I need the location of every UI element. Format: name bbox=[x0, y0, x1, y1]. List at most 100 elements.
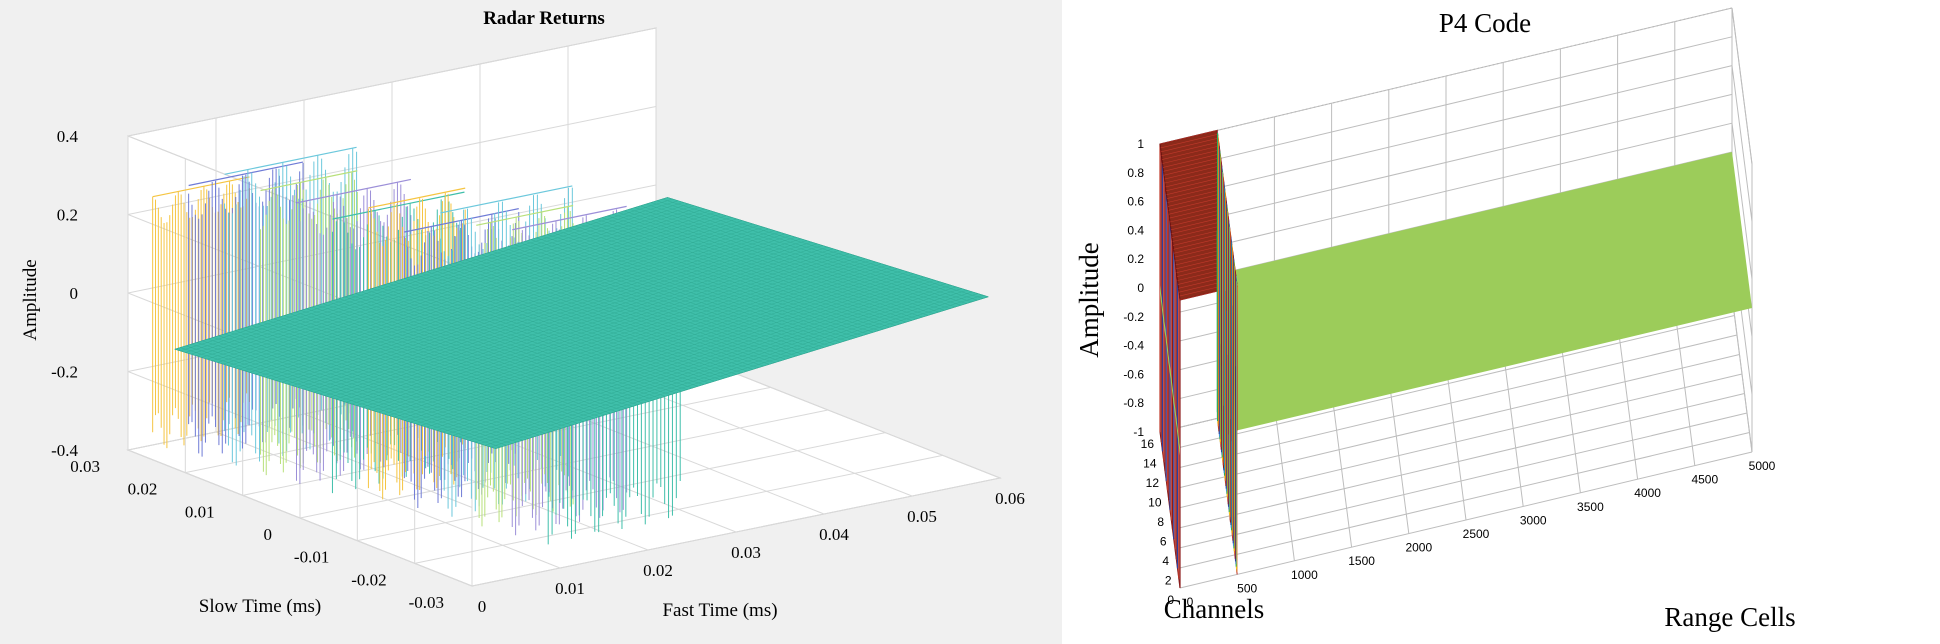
mesh-line bbox=[650, 202, 973, 303]
x-tick-label: 0.02 bbox=[643, 561, 673, 580]
x-tick-label: 0.03 bbox=[731, 543, 761, 562]
mesh-line bbox=[344, 296, 666, 397]
top-line bbox=[1168, 200, 1227, 215]
grid-line bbox=[414, 454, 943, 564]
top-line bbox=[1162, 153, 1221, 168]
mesh-line bbox=[284, 315, 606, 416]
mesh-line bbox=[371, 288, 693, 389]
y-tick-label: -0.03 bbox=[409, 593, 444, 612]
top-line bbox=[1167, 192, 1226, 207]
mesh-line bbox=[256, 323, 578, 424]
z-tick-label: 0.2 bbox=[1127, 252, 1144, 266]
mesh-line bbox=[629, 209, 951, 309]
z-tick-label: -1 bbox=[1133, 425, 1144, 439]
mesh-line bbox=[557, 230, 880, 331]
top-line bbox=[1164, 165, 1222, 180]
mesh-line bbox=[667, 197, 989, 298]
mesh-line bbox=[519, 242, 841, 343]
mesh-line bbox=[612, 214, 934, 314]
y-tick-label: 8 bbox=[1157, 515, 1164, 529]
mesh-line bbox=[525, 241, 847, 341]
z-tick-label: -0.2 bbox=[1123, 310, 1144, 324]
mesh-line bbox=[574, 225, 896, 326]
pulse-top-edge bbox=[188, 161, 304, 187]
z-tick-label: 0.6 bbox=[1127, 195, 1144, 209]
mesh-line bbox=[295, 311, 617, 412]
left-ticks: 0.40.20-0.2-0.40.030.020.010-0.01-0.02-0… bbox=[51, 127, 1025, 616]
p4-code-panel: 1 0.8 0.6 0.4 0.2 0 -0.2 -0.4 -0.6 -0.8 -1 16 14 12 10… bbox=[1062, 0, 1940, 644]
mesh-line bbox=[360, 291, 682, 392]
mesh-line bbox=[601, 217, 923, 318]
mesh-line bbox=[442, 266, 765, 367]
mesh-line bbox=[311, 306, 633, 407]
mesh-line bbox=[322, 303, 644, 404]
mesh-line bbox=[481, 254, 803, 355]
radar-returns-panel: 0.4 0.2 0 -0.2 -0.4 0.03 0.02 0.01 0 -0.01 -0.02 -0… bbox=[0, 0, 1062, 644]
mesh-line bbox=[212, 337, 535, 438]
mesh-line bbox=[399, 279, 721, 380]
mesh-line bbox=[251, 325, 573, 426]
radar-returns-chart: 0.40.20-0.2-0.40.030.020.010-0.01-0.02-0… bbox=[20, 8, 1025, 621]
grid-line bbox=[1159, 7, 1733, 145]
mesh-line bbox=[207, 338, 529, 439]
pulse-top-edge bbox=[152, 176, 250, 198]
pulse-top-edge bbox=[440, 185, 573, 214]
top-line bbox=[1168, 196, 1226, 211]
top-line bbox=[1165, 176, 1224, 192]
mesh-line bbox=[300, 310, 622, 411]
zero-plane-mesh bbox=[174, 197, 989, 449]
x-tick-label: 0 bbox=[1187, 595, 1194, 609]
mesh-line bbox=[514, 244, 836, 345]
z-tick-label: -0.8 bbox=[1123, 396, 1144, 410]
mesh-line bbox=[530, 239, 852, 340]
mesh-line bbox=[196, 342, 518, 443]
mesh-line bbox=[607, 215, 929, 316]
mesh-line bbox=[661, 198, 984, 299]
grid-line bbox=[1731, 295, 1753, 453]
x-tick-label: 5000 bbox=[1749, 459, 1776, 473]
z-tick-label: 1 bbox=[1137, 137, 1144, 151]
y-tick-label: 6 bbox=[1160, 535, 1167, 549]
z-tick-label: -0.6 bbox=[1123, 367, 1144, 381]
mesh-line bbox=[492, 251, 814, 352]
mesh-line bbox=[201, 340, 524, 441]
y-tick-label: -0.02 bbox=[351, 570, 386, 589]
z-tick-label: -0.4 bbox=[51, 441, 78, 460]
mesh-line bbox=[393, 281, 715, 382]
mesh-line bbox=[377, 286, 699, 387]
zero-band bbox=[1160, 285, 1180, 456]
mesh-line bbox=[404, 278, 726, 379]
mesh-line bbox=[388, 283, 710, 384]
top-line bbox=[1164, 169, 1223, 184]
mesh-line bbox=[437, 268, 759, 368]
x-tick-label: 0.04 bbox=[819, 525, 849, 544]
y-tick-label: 12 bbox=[1146, 476, 1160, 490]
mesh-line bbox=[333, 300, 655, 400]
top-line bbox=[1165, 173, 1223, 188]
pulse-top-edge bbox=[260, 170, 358, 192]
grid-line bbox=[1159, 122, 1733, 260]
x-tick-label: 4000 bbox=[1634, 486, 1661, 500]
grid-line bbox=[1172, 393, 1745, 530]
mesh-line bbox=[349, 295, 672, 395]
pulse-top-edge bbox=[296, 178, 412, 204]
top-line bbox=[1159, 130, 1218, 145]
y-axis-label-left: Slow Time (ms) bbox=[199, 596, 321, 617]
mesh-line bbox=[546, 234, 869, 335]
mesh-line bbox=[448, 264, 770, 365]
mesh-line bbox=[426, 271, 748, 372]
right-ticks: 1 0.8 0.6 0.4 0.2 0 -0.2 -0.4 -0.6 -0.8 -116 14 12 10… bbox=[1123, 137, 1775, 609]
mesh-line bbox=[366, 289, 688, 390]
x-tick-label: 500 bbox=[1237, 581, 1257, 595]
x-tick-label: 2500 bbox=[1463, 527, 1490, 541]
mesh-line bbox=[535, 237, 858, 338]
x-tick-label: 4500 bbox=[1691, 473, 1718, 487]
mesh-line bbox=[415, 274, 737, 375]
z-tick-label: -0.4 bbox=[1123, 339, 1144, 353]
mesh-line bbox=[585, 222, 907, 323]
mesh-line bbox=[267, 320, 589, 421]
x-tick-label: 0 bbox=[478, 597, 487, 616]
y-tick-label: 0.01 bbox=[185, 502, 215, 521]
zero-plane bbox=[1217, 152, 1752, 431]
mesh-line bbox=[278, 316, 600, 417]
